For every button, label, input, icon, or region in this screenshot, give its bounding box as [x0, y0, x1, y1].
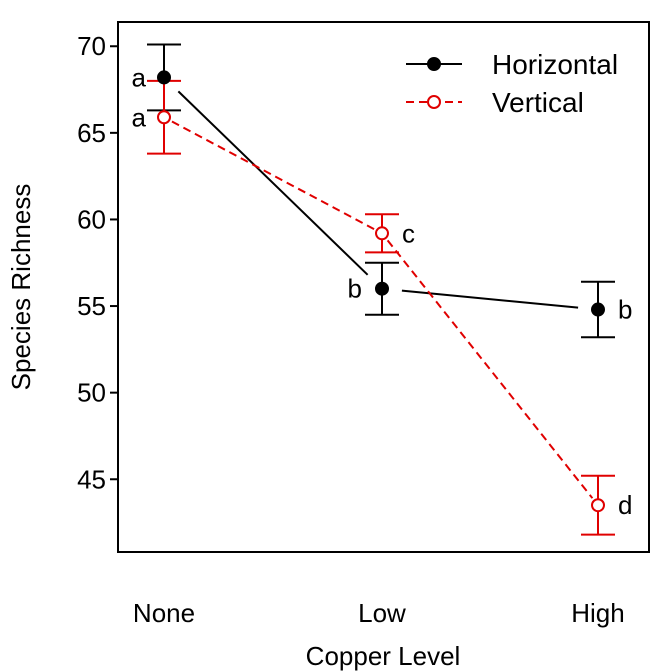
x-tick-label: Low: [358, 598, 406, 628]
error-bar-vertical: [581, 474, 615, 536]
series-line-vertical: [171, 120, 375, 230]
y-tick-label: 55: [77, 291, 106, 321]
legend-label-horizontal: Horizontal: [492, 49, 618, 80]
data-point-horizontal: [157, 70, 171, 85]
group-letter: b: [618, 295, 632, 325]
y-tick-label: 65: [77, 118, 106, 148]
data-point-vertical: [591, 498, 605, 513]
x-axis: None Low High: [133, 598, 625, 628]
legend-marker-vertical: [427, 95, 441, 109]
group-letter: a: [132, 102, 147, 132]
data-point-horizontal: [591, 302, 605, 317]
error-bar-horizontal: [365, 261, 399, 316]
x-tick-label: None: [133, 598, 195, 628]
group-letter: a: [132, 62, 147, 92]
x-axis-title: Copper Level: [306, 641, 461, 671]
legend-marker-horizontal: [427, 57, 441, 71]
group-letter: d: [618, 490, 632, 520]
y-tick-label: 70: [77, 31, 106, 61]
y-tick-label: 60: [77, 204, 106, 234]
y-axis: 45 50 55 60 65 70: [77, 31, 118, 494]
group-letters: a b b a c d: [132, 62, 633, 520]
markers: [157, 70, 605, 513]
series-lines: [171, 90, 594, 499]
plot-frame: [117, 21, 650, 553]
error-bar-vertical: [365, 213, 399, 254]
y-tick-label: 45: [77, 464, 106, 494]
series-line-horizontal: [401, 289, 579, 309]
group-letter: b: [348, 274, 362, 304]
x-tick-label: High: [571, 598, 624, 628]
data-point-vertical: [157, 110, 171, 125]
error-bar-horizontal: [581, 280, 615, 339]
legend: Horizontal Vertical: [406, 49, 618, 118]
y-axis-title: Species Richness: [6, 184, 36, 391]
series-line-vertical: [386, 239, 594, 499]
group-letter: c: [402, 218, 415, 248]
data-point-horizontal: [375, 281, 389, 296]
legend-label-vertical: Vertical: [492, 87, 584, 118]
data-point-vertical: [375, 226, 389, 241]
y-tick-label: 50: [77, 378, 106, 408]
series-line-horizontal: [177, 90, 369, 276]
